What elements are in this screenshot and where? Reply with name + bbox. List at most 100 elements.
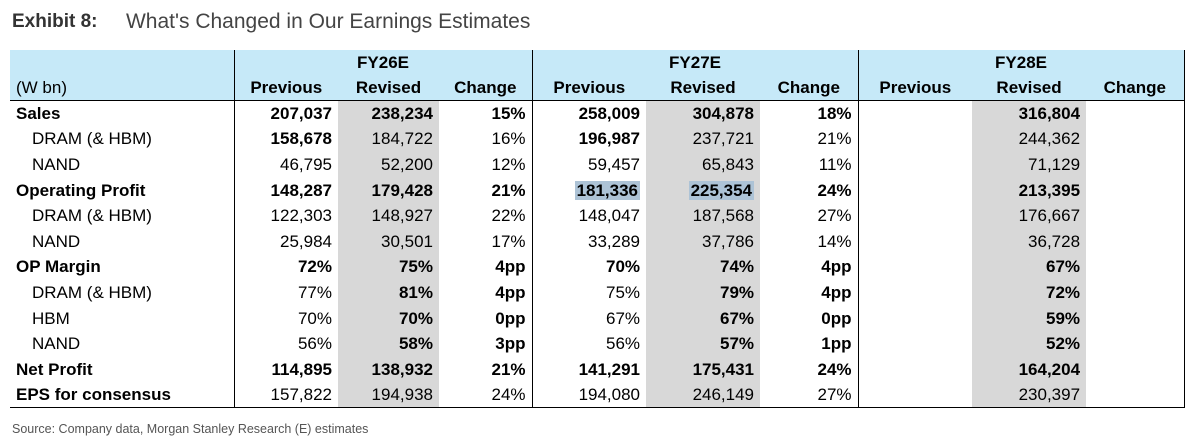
table-cell: 24% bbox=[439, 382, 533, 409]
table-cell bbox=[857, 202, 973, 229]
table-cell: 225,354 bbox=[646, 177, 761, 203]
table-cell: 71,129 bbox=[972, 151, 1087, 178]
fiscal-year-header-row: FY26E FY27E FY28E bbox=[10, 50, 1185, 75]
year-header-fy28e: FY28E bbox=[857, 50, 1185, 75]
row-label: NAND bbox=[32, 155, 81, 175]
table-cell: 207,037 bbox=[233, 100, 338, 127]
table-cell bbox=[857, 382, 973, 409]
table-cell: 79% bbox=[646, 279, 761, 306]
table-cell: 70% bbox=[338, 305, 439, 331]
table-cell: 58% bbox=[338, 330, 439, 357]
table-cell bbox=[1086, 356, 1185, 383]
table-cell: 52% bbox=[972, 330, 1087, 357]
table-cell bbox=[1086, 202, 1185, 229]
table-cell: 141,291 bbox=[531, 356, 647, 383]
col-header-previous: Previous bbox=[233, 75, 338, 102]
table-row: DRAM (& HBM) 122,303 148,927 22% 148,047 187,… bbox=[10, 202, 1185, 229]
table-cell: 74% bbox=[646, 254, 761, 280]
table-cell: 176,667 bbox=[972, 202, 1087, 229]
table-cell: 230,397 bbox=[972, 382, 1087, 409]
table-cell: 30,501 bbox=[338, 228, 439, 255]
table-cell: 175,431 bbox=[646, 356, 761, 383]
table-cell: 70% bbox=[233, 305, 338, 331]
table-cell bbox=[857, 305, 973, 331]
table-cell: 184,722 bbox=[338, 126, 439, 152]
row-label: NAND bbox=[32, 334, 81, 354]
table-cell: 11% bbox=[818, 155, 852, 175]
earnings-estimates-table: FY26E FY27E FY28E (W bn) Previous Revise… bbox=[10, 50, 1185, 409]
table-cell: 238,234 bbox=[338, 100, 439, 127]
table-row: Sales 207,037 238,234 15% 258,009 304,878 18% 3… bbox=[10, 100, 1185, 127]
table-cell bbox=[1086, 330, 1185, 357]
col-header-change: Change bbox=[439, 75, 533, 102]
table-cell: 75% bbox=[338, 254, 439, 280]
table-cell: 46,795 bbox=[233, 151, 338, 178]
table-cell bbox=[1086, 254, 1185, 280]
table-cell: 72% bbox=[233, 254, 338, 280]
row-label: DRAM (& HBM) bbox=[32, 206, 152, 226]
table-cell bbox=[1086, 100, 1185, 127]
col-header-revised: Revised bbox=[338, 75, 439, 102]
year-header-fy27e: FY27E bbox=[531, 50, 859, 75]
table-row: NAND 46,795 52,200 12% 59,457 65,843 11% 71,129 bbox=[10, 151, 1185, 178]
table-cell: 57% bbox=[646, 330, 761, 357]
row-label: Sales bbox=[16, 104, 61, 124]
row-label: DRAM (& HBM) bbox=[32, 283, 152, 303]
row-label: Operating Profit bbox=[16, 180, 146, 200]
table-cell: 17% bbox=[491, 231, 526, 251]
table-cell bbox=[1086, 126, 1185, 152]
table-row: Operating Profit 148,287 179,428 21% 181,336… bbox=[10, 177, 1185, 203]
table-cell: 3pp bbox=[495, 334, 526, 354]
table-cell: 33,289 bbox=[531, 228, 647, 255]
table-cell: 14% bbox=[817, 231, 852, 251]
table-row: NAND 56% 58% 3pp 56% 57% 1pp 52% bbox=[10, 330, 1185, 357]
table-cell bbox=[1086, 151, 1185, 178]
col-header-revised: Revised bbox=[972, 75, 1087, 102]
table-cell: 81% bbox=[338, 279, 439, 306]
col-header-previous: Previous bbox=[531, 75, 647, 102]
table-cell: 72% bbox=[972, 279, 1087, 306]
table-cell: 114,895 bbox=[233, 356, 338, 383]
year-header-fy26e: FY26E bbox=[233, 50, 533, 75]
table-row: Net Profit 114,895 138,932 21% 141,291 175,43… bbox=[10, 356, 1185, 383]
table-cell: 77% bbox=[233, 279, 338, 306]
col-header-previous: Previous bbox=[857, 75, 973, 102]
table-cell: 304,878 bbox=[646, 100, 761, 127]
table-cell: 179,428 bbox=[338, 177, 439, 203]
table-cell: 37,786 bbox=[646, 228, 761, 255]
table-cell: 67% bbox=[531, 305, 647, 331]
row-label: EPS for consensus bbox=[10, 382, 234, 409]
table-row: EPS for consensus 157,822 194,938 24% 194,08… bbox=[10, 382, 1185, 409]
table-cell bbox=[857, 279, 973, 306]
table-cell: 194,080 bbox=[531, 382, 647, 409]
table-cell: 237,721 bbox=[646, 126, 761, 152]
table-cell: 56% bbox=[233, 330, 338, 357]
table-cell bbox=[857, 177, 973, 203]
table-cell: 122,303 bbox=[233, 202, 338, 229]
table-cell bbox=[857, 228, 973, 255]
table-cell bbox=[857, 100, 973, 127]
table-cell: 158,678 bbox=[233, 126, 338, 152]
table-cell: 1pp bbox=[821, 334, 852, 354]
table-cell: 213,395 bbox=[972, 177, 1087, 203]
source-note: Source: Company data, Morgan Stanley Res… bbox=[12, 422, 369, 436]
table-row: NAND 25,984 30,501 17% 33,289 37,786 14% 36,728 bbox=[10, 228, 1185, 255]
table-cell bbox=[1086, 177, 1185, 203]
table-cell: 258,009 bbox=[531, 100, 647, 127]
table-cell: 0pp bbox=[495, 308, 526, 328]
table-cell: 194,938 bbox=[338, 382, 439, 409]
table-cell: 16% bbox=[491, 129, 526, 149]
table-cell: 21% bbox=[491, 359, 526, 379]
table-cell: 181,336 bbox=[531, 177, 647, 203]
exhibit-label: Exhibit 8: bbox=[12, 11, 98, 32]
row-label: OP Margin bbox=[16, 257, 101, 277]
corner-cell bbox=[10, 50, 234, 75]
table-cell: 67% bbox=[646, 305, 761, 331]
table-cell: 18% bbox=[817, 104, 852, 124]
table-cell: 157,822 bbox=[233, 382, 338, 409]
table-cell bbox=[857, 254, 973, 280]
table-cell: 36,728 bbox=[972, 228, 1087, 255]
table-cell: 15% bbox=[491, 104, 526, 124]
table-cell: 4pp bbox=[495, 283, 526, 303]
table-cell: 27% bbox=[760, 382, 859, 409]
